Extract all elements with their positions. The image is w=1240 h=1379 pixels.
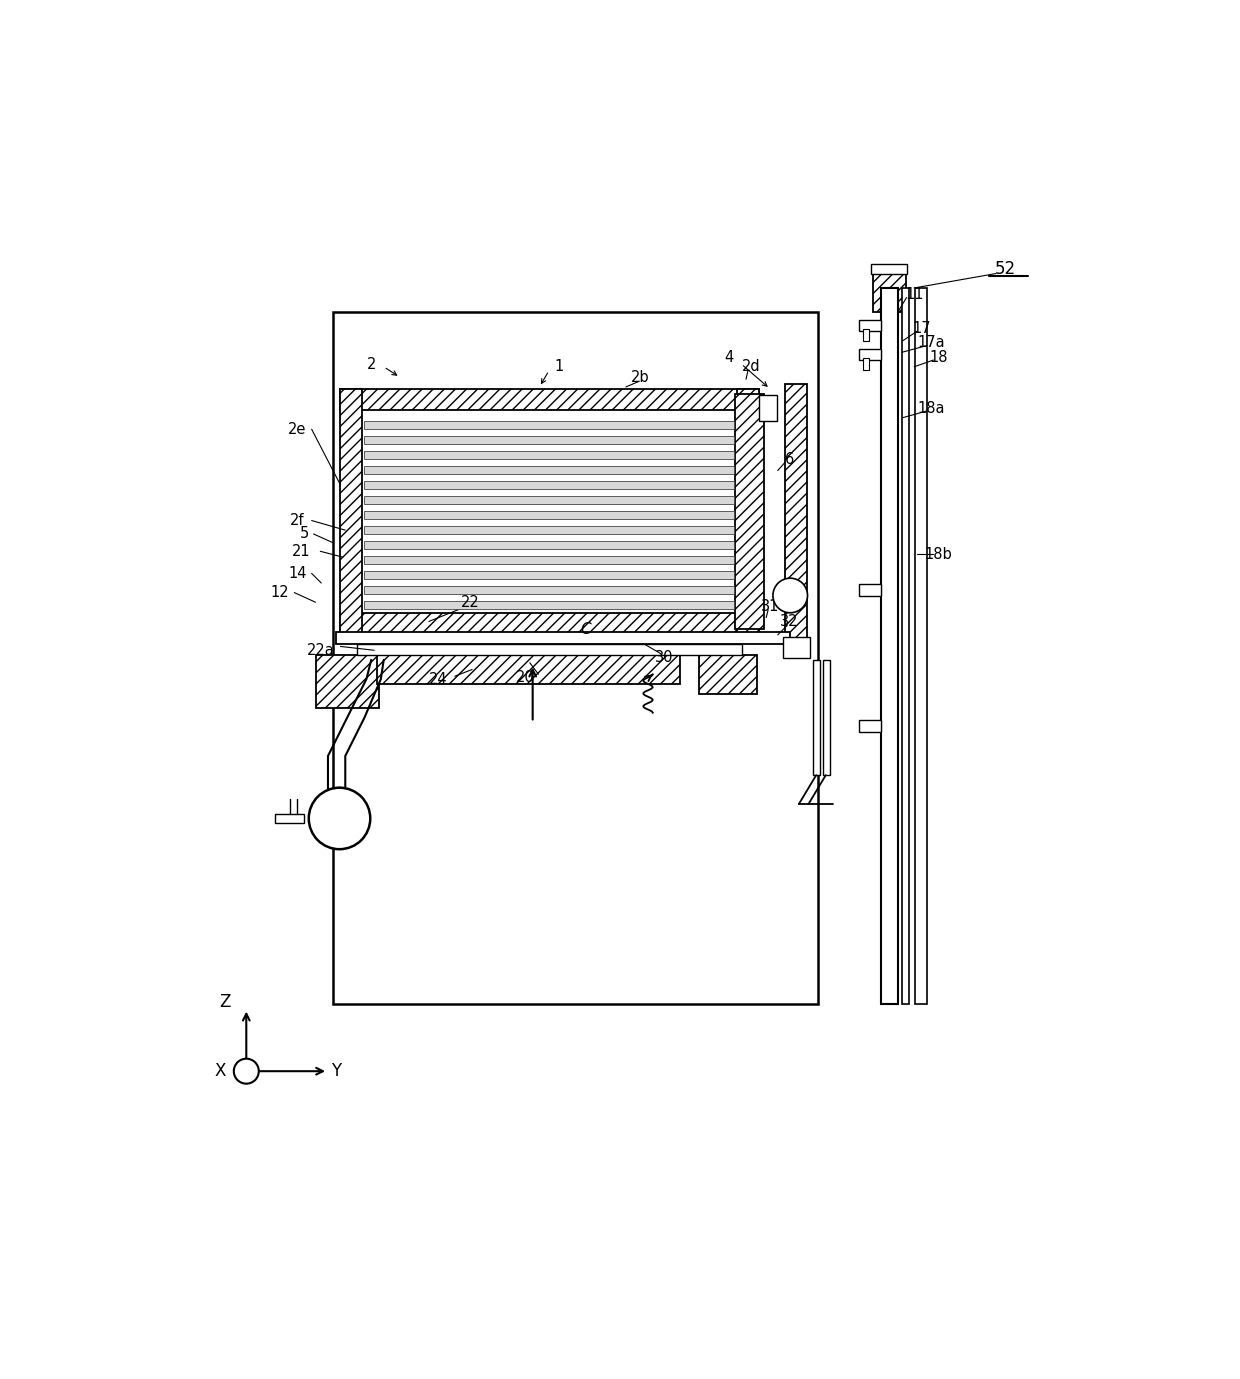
Bar: [859, 585, 880, 596]
Bar: [759, 396, 776, 421]
Circle shape: [773, 578, 807, 612]
Text: C: C: [580, 622, 590, 637]
Text: 14: 14: [288, 565, 306, 581]
Bar: [316, 655, 379, 707]
Text: 31: 31: [761, 598, 779, 614]
Bar: [365, 586, 734, 594]
Text: 52: 52: [994, 259, 1016, 277]
Bar: [870, 263, 908, 273]
Bar: [341, 389, 362, 634]
Bar: [863, 359, 869, 370]
Text: 2e: 2e: [288, 422, 306, 437]
Bar: [859, 349, 880, 360]
Bar: [365, 556, 734, 564]
Text: 17a: 17a: [918, 335, 945, 350]
Bar: [880, 288, 898, 1004]
Bar: [365, 541, 734, 549]
Text: X: X: [215, 1062, 226, 1080]
Text: 22: 22: [461, 594, 480, 610]
Bar: [784, 637, 811, 658]
Text: Y: Y: [331, 1062, 341, 1080]
Bar: [859, 320, 880, 331]
Bar: [813, 661, 820, 775]
Text: 18a: 18a: [918, 400, 945, 415]
Circle shape: [234, 1059, 259, 1084]
Text: 2: 2: [367, 357, 376, 372]
Bar: [735, 393, 764, 629]
Circle shape: [309, 787, 371, 849]
Bar: [863, 330, 869, 341]
Bar: [365, 436, 734, 444]
Bar: [738, 389, 759, 634]
Text: 18: 18: [929, 350, 947, 364]
Text: 22a: 22a: [306, 643, 334, 658]
Bar: [699, 655, 756, 694]
Text: 11: 11: [905, 287, 924, 302]
Bar: [275, 814, 304, 823]
Bar: [915, 288, 926, 1004]
Bar: [365, 451, 734, 459]
Bar: [365, 525, 734, 534]
Bar: [341, 389, 759, 410]
Bar: [365, 571, 734, 579]
Bar: [901, 288, 909, 1004]
Bar: [823, 661, 830, 775]
Bar: [365, 601, 734, 610]
Text: 12: 12: [270, 585, 289, 600]
Bar: [336, 632, 790, 644]
Text: 2f: 2f: [290, 513, 305, 528]
Bar: [365, 510, 734, 519]
Text: 21: 21: [291, 543, 310, 558]
Text: 2b: 2b: [631, 370, 650, 385]
Text: 2d: 2d: [742, 360, 760, 374]
Text: 5: 5: [299, 527, 309, 542]
Text: 18b: 18b: [924, 546, 952, 561]
Bar: [785, 385, 806, 638]
Bar: [341, 612, 759, 634]
Text: 1: 1: [554, 360, 563, 374]
Bar: [873, 269, 905, 312]
Text: 20: 20: [516, 670, 534, 685]
Text: 30: 30: [655, 651, 673, 666]
Bar: [365, 481, 734, 490]
Text: 24: 24: [429, 672, 448, 687]
Bar: [859, 720, 880, 732]
Text: 17: 17: [913, 321, 931, 336]
Bar: [332, 312, 818, 1004]
Bar: [357, 644, 743, 655]
Bar: [365, 466, 734, 474]
Text: 6: 6: [785, 451, 794, 466]
Text: 32: 32: [780, 614, 799, 629]
Bar: [365, 495, 734, 503]
Bar: [377, 655, 680, 684]
Text: Z: Z: [219, 993, 231, 1011]
Text: 4: 4: [724, 350, 733, 364]
Bar: [365, 421, 734, 429]
